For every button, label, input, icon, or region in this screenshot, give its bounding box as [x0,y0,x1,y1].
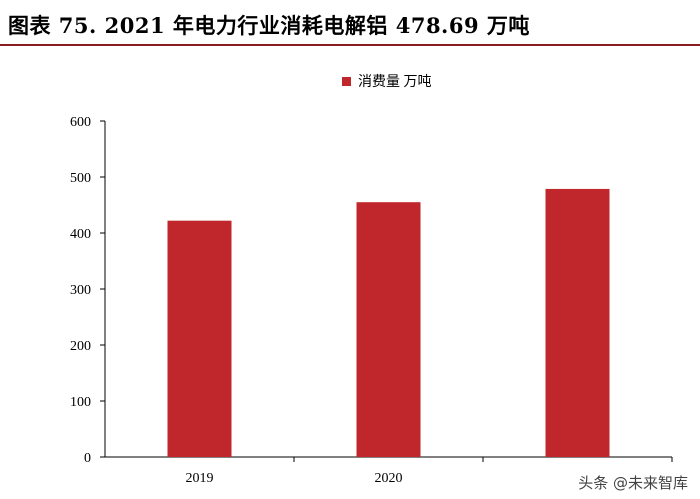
page-title: 图表 75. 2021 年电力行业消耗电解铝 478.69 万吨 [8,13,530,38]
bar-2020 [356,202,421,457]
bar-2021 [545,188,610,457]
y-tick-label: 600 [70,115,91,130]
y-axis: 0 100 200 300 400 500 600 [70,115,106,466]
y-tick-label: 300 [70,283,91,298]
y-tick-label: 400 [70,227,91,242]
y-tick-label: 500 [70,171,91,186]
bars [167,188,610,457]
x-tick-label: 2020 [375,471,403,486]
title-bar: 图表 75. 2021 年电力行业消耗电解铝 478.69 万吨 [0,0,700,46]
legend-label: 消费量 万吨 [358,74,432,90]
bar-2019 [167,220,232,457]
legend: 消费量 万吨 [342,74,432,90]
bar-chart: 消费量 万吨 0 100 200 300 400 500 600 2019 2020 [70,74,673,486]
y-tick-label: 0 [84,451,91,466]
y-tick-label: 100 [70,395,91,410]
x-tick-label: 2019 [186,471,214,486]
watermark: 头条 @未来智库 [578,474,688,492]
legend-swatch [342,77,351,86]
title-divider [0,44,700,46]
y-tick-label: 200 [70,339,91,354]
